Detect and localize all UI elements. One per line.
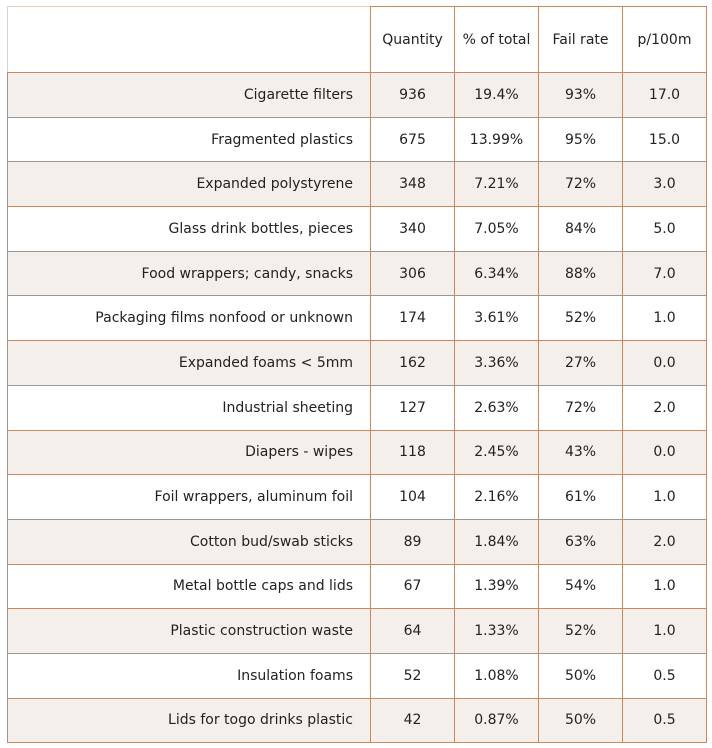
item-name-cell: Foil wrappers, aluminum foil [7,474,371,520]
item-name-cell: Expanded foams < 5mm [7,340,371,386]
per-100m-cell: 1.0 [622,608,707,654]
item-name-cell: Cigarette filters [7,72,371,118]
per-100m-cell: 17.0 [622,72,707,118]
table-row: Metal bottle caps and lids 67 1.39% 54% 1.0 [7,563,707,610]
table-row: Industrial sheeting 127 2.63% 72% 2.0 [7,384,707,431]
percent-of-total-cell: 13.99% [454,116,539,163]
fail-rate-cell: 63% [538,518,623,565]
quantity-cell: 104 [370,474,455,520]
quantity-cell: 174 [370,295,455,342]
fail-rate-cell: 95% [538,116,623,163]
quantity-cell: 64 [370,608,455,654]
per-100m-cell: 2.0 [622,384,707,431]
fail-rate-cell: 27% [538,340,623,386]
percent-of-total-cell: 3.61% [454,295,539,342]
item-name-cell: Glass drink bottles, pieces [7,206,371,252]
fail-rate-cell: 43% [538,429,623,476]
table-row: Insulation foams 52 1.08% 50% 0.5 [7,652,707,699]
litter-summary-table: Quantity % of total Fail rate p/100m Cig… [7,6,707,744]
per-100m-cell: 0.5 [622,652,707,699]
fail-rate-cell: 52% [538,295,623,342]
percent-of-total-cell: 6.34% [454,250,539,297]
quantity-cell: 348 [370,161,455,208]
percent-of-total-cell: 7.05% [454,206,539,252]
table-row: Fragmented plastics 675 13.99% 95% 15.0 [7,116,707,163]
item-name-cell: Diapers - wipes [7,429,371,476]
fail-rate-cell: 52% [538,608,623,654]
per-100m-cell: 0.0 [622,340,707,386]
table-row: Glass drink bottles, pieces 340 7.05% 84% 5.… [7,206,707,252]
percent-of-total-cell: 2.63% [454,384,539,431]
item-name-cell: Expanded polystyrene [7,161,371,208]
table-row: Cigarette filters 936 19.4% 93% 17.0 [7,72,707,118]
quantity-cell: 67 [370,563,455,610]
percent-of-total-cell: 1.08% [454,652,539,699]
percent-of-total-cell: 1.84% [454,518,539,565]
percent-of-total-cell: 2.16% [454,474,539,520]
per-100m-cell: 3.0 [622,161,707,208]
table-row: Diapers - wipes 118 2.45% 43% 0.0 [7,429,707,476]
quantity-cell: 42 [370,697,455,744]
table-header: Quantity % of total Fail rate p/100m [7,6,707,73]
fail-rate-cell: 50% [538,697,623,744]
item-name-cell: Insulation foams [7,652,371,699]
quantity-cell: 340 [370,206,455,252]
header-corner-cell [7,6,371,73]
per-100m-cell: 0.5 [622,697,707,744]
per-100m-cell: 5.0 [622,206,707,252]
per-100m-cell: 15.0 [622,116,707,163]
percent-of-total-cell: 19.4% [454,72,539,118]
quantity-cell: 162 [370,340,455,386]
fail-rate-cell: 50% [538,652,623,699]
table-row: Foil wrappers, aluminum foil 104 2.16% 61% 1… [7,474,707,520]
percent-of-total-cell: 1.33% [454,608,539,654]
item-name-cell: Cotton bud/swab sticks [7,518,371,565]
per-100m-cell: 0.0 [622,429,707,476]
per-100m-cell: 1.0 [622,474,707,520]
item-name-cell: Food wrappers; candy, snacks [7,250,371,297]
quantity-cell: 52 [370,652,455,699]
item-name-cell: Metal bottle caps and lids [7,563,371,610]
item-name-cell: Packaging films nonfood or unknown [7,295,371,342]
quantity-cell: 127 [370,384,455,431]
fail-rate-cell: 54% [538,563,623,610]
per-100m-cell: 1.0 [622,295,707,342]
table-row: Cotton bud/swab sticks 89 1.84% 63% 2.0 [7,518,707,565]
item-name-cell: Fragmented plastics [7,116,371,163]
percent-of-total-cell: 0.87% [454,697,539,744]
quantity-cell: 89 [370,518,455,565]
quantity-cell: 675 [370,116,455,163]
header-quantity: Quantity [370,6,455,73]
quantity-cell: 118 [370,429,455,476]
table-body: Cigarette filters 936 19.4% 93% 17.0 Fragment… [7,72,707,744]
fail-rate-cell: 72% [538,161,623,208]
fail-rate-cell: 84% [538,206,623,252]
percent-of-total-cell: 2.45% [454,429,539,476]
table-row: Food wrappers; candy, snacks 306 6.34% 88% 7… [7,250,707,297]
header-fail-rate: Fail rate [538,6,623,73]
table-row: Lids for togo drinks plastic 42 0.87% 50% 0.… [7,697,707,744]
quantity-cell: 306 [370,250,455,297]
fail-rate-cell: 88% [538,250,623,297]
item-name-cell: Plastic construction waste [7,608,371,654]
header-row: Quantity % of total Fail rate p/100m [7,6,707,73]
percent-of-total-cell: 1.39% [454,563,539,610]
fail-rate-cell: 61% [538,474,623,520]
percent-of-total-cell: 3.36% [454,340,539,386]
fail-rate-cell: 72% [538,384,623,431]
table-row: Packaging films nonfood or unknown 174 3.6… [7,295,707,342]
percent-of-total-cell: 7.21% [454,161,539,208]
header-per-100m: p/100m [622,6,707,73]
item-name-cell: Lids for togo drinks plastic [7,697,371,744]
per-100m-cell: 2.0 [622,518,707,565]
header-percent-of-total: % of total [454,6,539,73]
item-name-cell: Industrial sheeting [7,384,371,431]
table-row: Plastic construction waste 64 1.33% 52% 1.0 [7,608,707,654]
per-100m-cell: 7.0 [622,250,707,297]
quantity-cell: 936 [370,72,455,118]
table-row: Expanded polystyrene 348 7.21% 72% 3.0 [7,161,707,208]
table-row: Expanded foams < 5mm 162 3.36% 27% 0.0 [7,340,707,386]
fail-rate-cell: 93% [538,72,623,118]
per-100m-cell: 1.0 [622,563,707,610]
